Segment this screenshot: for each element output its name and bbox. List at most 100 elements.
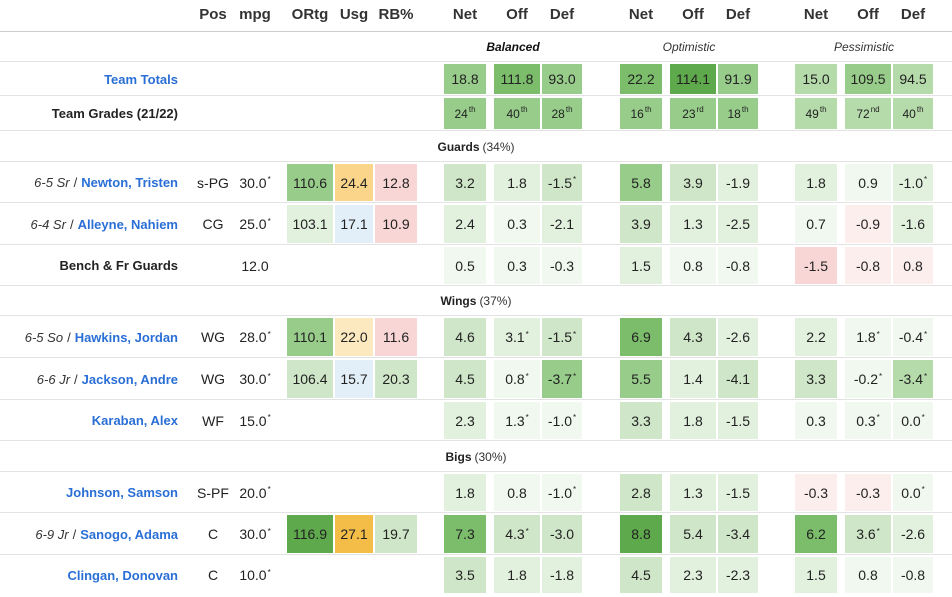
player-pes-net: -1.5 <box>795 247 837 284</box>
col-ortg[interactable]: ORtg <box>291 6 329 23</box>
meta-separator: / <box>67 329 71 345</box>
player-pes-def: -2.6 <box>893 515 933 553</box>
player-bal-net: 4.6 <box>444 318 486 356</box>
section-guards: Guards (34%) <box>0 130 952 162</box>
col-pes-off[interactable]: Off <box>857 6 879 23</box>
player-ortg: 116.9 <box>287 515 333 553</box>
player-bal-net: 7.3 <box>444 515 486 553</box>
table-header: Pos mpg ORtg Usg RB% Net Off Def Net Off… <box>0 0 952 32</box>
player-pes-def: 0.0 * <box>893 474 933 511</box>
player-mpg: 12.0 <box>241 257 269 274</box>
player-bal-def: -1.0 * <box>542 402 582 439</box>
player-pes-net: 3.3 <box>795 360 837 398</box>
player-ortg: 106.4 <box>287 360 333 398</box>
scenario-row: Balanced Optimistic Pessimistic <box>0 32 952 61</box>
player-name-link[interactable]: Johnson, Samson <box>66 485 178 500</box>
player-bal-net: 1.8 <box>444 474 486 511</box>
player-name-link[interactable]: Clingan, Donovan <box>67 567 179 583</box>
col-opt-off[interactable]: Off <box>682 6 704 23</box>
player-pes-def: -3.4 * <box>893 360 933 398</box>
scenario-balanced: Balanced <box>486 39 540 54</box>
player-name-link[interactable]: Alleyne, Nahiem <box>77 216 178 232</box>
player-opt-def: -2.3 <box>718 557 758 593</box>
table-row: 6-4 Sr / Alleyne, Nahiem CG 25.0 * 103.1 17.1 10… <box>0 202 952 245</box>
player-rb: 20.3 <box>375 360 417 398</box>
team-totals-link[interactable]: Team Totals <box>104 71 178 87</box>
player-bal-off: 1.8 <box>494 557 540 593</box>
player-opt-def: -1.5 <box>718 474 758 511</box>
player-opt-def: -3.4 <box>718 515 758 553</box>
player-pes-net: -0.3 <box>795 474 837 511</box>
tt-bal-net: 18.8 <box>444 64 486 94</box>
player-opt-def: -2.5 <box>718 205 758 243</box>
player-opt-off: 0.8 <box>670 247 716 284</box>
player-pes-net: 1.8 <box>795 164 837 201</box>
player-mpg: 28.0 * <box>239 329 271 345</box>
col-opt-def[interactable]: Def <box>725 6 751 23</box>
player-name-link[interactable]: Newton, Tristen <box>81 175 178 190</box>
col-opt-net[interactable]: Net <box>628 6 654 23</box>
table-row: Karaban, Alex WF 15.0 * 2.3 1.3 * -1.0 * 3.3 1.8 -1… <box>0 399 952 441</box>
tt-pes-net: 15.0 <box>795 64 837 94</box>
player-bal-def: -0.3 <box>542 247 582 284</box>
player-pos: WG <box>200 329 226 345</box>
team-grades-label: Team Grades (21/22) <box>51 106 178 121</box>
player-name-link[interactable]: Sanogo, Adama <box>80 526 178 542</box>
team-grades-label-wrap: Team Grades (21/22) <box>0 96 178 131</box>
player-bal-net: 3.5 <box>444 557 486 593</box>
player-pos: C <box>207 526 219 542</box>
player-name-link[interactable]: Jackson, Andre <box>81 371 178 387</box>
player-pes-net: 6.2 <box>795 515 837 553</box>
player-opt-net: 3.3 <box>620 402 662 439</box>
player-opt-net: 1.5 <box>620 247 662 284</box>
player-mpg: 20.0 * <box>239 484 271 501</box>
player-bal-def: -3.0 <box>542 515 582 553</box>
col-pes-net[interactable]: Net <box>803 6 829 23</box>
col-bal-net[interactable]: Net <box>452 6 478 23</box>
player-pes-net: 1.5 <box>795 557 837 593</box>
col-pos[interactable]: Pos <box>199 6 227 23</box>
player-bal-def: -1.5 * <box>542 164 582 201</box>
player-pes-def: -1.6 <box>893 205 933 243</box>
player-rb: 10.9 <box>375 205 417 243</box>
player-opt-off: 1.4 <box>670 360 716 398</box>
player-bal-net: 2.3 <box>444 402 486 439</box>
player-ortg: 103.1 <box>287 205 333 243</box>
player-usg: 17.1 <box>335 205 373 243</box>
player-pes-def: -1.0 * <box>893 164 933 201</box>
table-row: 6-5 So / Hawkins, Jordan WG 28.0 * 110.1 22.0 11… <box>0 315 952 358</box>
player-rb: 12.8 <box>375 164 417 201</box>
table-row: Johnson, Samson S-PF 20.0 * 1.8 0.8 -1.0 * 2.8 1.… <box>0 471 952 513</box>
tt-opt-net: 22.2 <box>620 64 662 94</box>
player-name-link[interactable]: Karaban, Alex <box>91 413 178 428</box>
player-name-link[interactable]: Hawkins, Jordan <box>74 329 178 345</box>
col-rb[interactable]: RB% <box>378 6 414 23</box>
player-cell: 6-5 So / Hawkins, Jordan <box>0 316 178 358</box>
team-totals-row: Team Totals 18.8 111.8 93.0 22.2 114.1 9… <box>0 61 952 96</box>
meta-separator: / <box>74 371 78 387</box>
player-opt-off: 1.3 <box>670 205 716 243</box>
player-opt-off: 2.3 <box>670 557 716 593</box>
player-pes-off: 0.9 <box>845 164 891 201</box>
tt-bal-def: 93.0 <box>542 64 582 94</box>
col-bal-def[interactable]: Def <box>549 6 575 23</box>
player-group-label: Bench & Fr Guards <box>59 258 178 273</box>
player-pes-off: -0.3 <box>845 474 891 511</box>
section-guards-label: Guards <box>437 139 480 154</box>
player-pos: s-PG <box>197 174 229 191</box>
player-opt-net: 4.5 <box>620 557 662 593</box>
player-pes-def: -0.4 * <box>893 318 933 356</box>
player-bal-off: 0.3 <box>494 247 540 284</box>
col-usg[interactable]: Usg <box>339 6 369 23</box>
scenario-optimistic: Optimistic <box>662 39 716 54</box>
col-bal-off[interactable]: Off <box>506 6 528 23</box>
section-wings-pct: (37%) <box>479 294 512 308</box>
col-pes-def[interactable]: Def <box>900 6 926 23</box>
col-mpg[interactable]: mpg <box>239 6 271 23</box>
player-cell: Karaban, Alex <box>0 400 178 441</box>
